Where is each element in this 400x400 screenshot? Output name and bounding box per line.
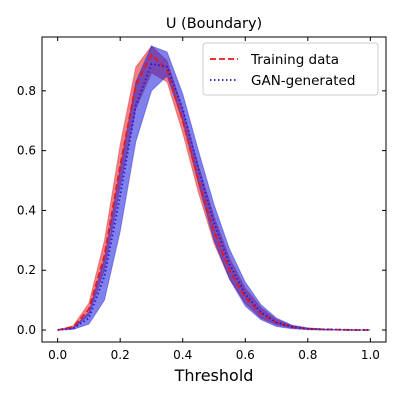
x-tick-label: 0.4 — [173, 348, 192, 362]
x-tick-label: 1.0 — [361, 348, 380, 362]
legend-box — [202, 42, 379, 96]
x-axis-label: Threshold — [174, 366, 254, 385]
y-tick-label: 0.0 — [17, 323, 36, 337]
x-tick-label: 0.6 — [236, 348, 255, 362]
legend-label-gan-generated: GAN-generated — [251, 73, 355, 89]
axis-ticks: 0.0 0.2 0.4 0.6 0.8 1.0 0.0 0.2 0.4 0.6 0.8 — [17, 37, 386, 362]
legend: Training data GAN-generated — [202, 42, 379, 96]
confidence-bands — [57, 45, 371, 331]
y-tick-label: 0.2 — [17, 263, 36, 277]
band-gan-generated — [57, 45, 371, 331]
y-tick-label: 0.8 — [17, 84, 36, 98]
series-lines — [57, 53, 371, 331]
y-tick-label: 0.4 — [17, 203, 36, 217]
x-tick-label: 0.2 — [111, 348, 130, 362]
line-training-data — [57, 53, 371, 331]
x-tick-label: 0.0 — [48, 348, 67, 362]
y-tick-label: 0.6 — [17, 144, 36, 158]
x-tick-label: 0.8 — [298, 348, 317, 362]
chart-title: U (Boundary) — [166, 16, 262, 32]
plot-frame — [41, 36, 387, 343]
legend-label-training-data: Training data — [250, 52, 339, 68]
